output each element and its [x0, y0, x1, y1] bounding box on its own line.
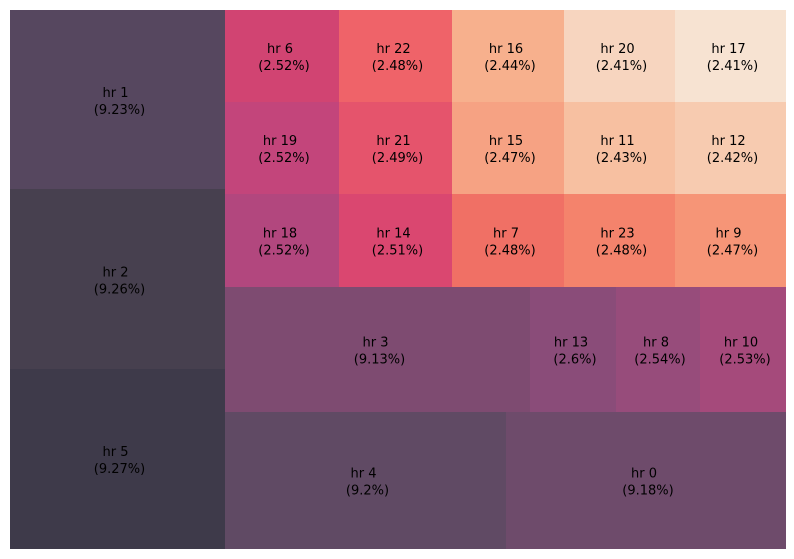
tile-rect-hr-3 [225, 287, 530, 412]
tile-percent-hr-15: (2.47%) [484, 151, 535, 166]
tile-label-hr-11: hr 11 [600, 134, 634, 149]
tile-rect-hr-17 [675, 10, 786, 102]
tile-label-hr-3: hr 3 [363, 336, 389, 351]
tile-hr-8: hr 8 (2.54%) [616, 287, 700, 412]
tile-label-hr-6: hr 6 [267, 42, 293, 57]
tile-rect-hr-23 [564, 194, 675, 287]
tile-rect-hr-14 [339, 194, 452, 287]
tile-rect-hr-15 [452, 102, 564, 194]
tile-label-hr-22: hr 22 [376, 42, 410, 57]
tile-hr-4: hr 4 (9.2%) [225, 412, 506, 549]
tile-rect-hr-18 [225, 194, 339, 287]
tile-rect-hr-21 [339, 102, 452, 194]
tile-percent-hr-22: (2.48%) [372, 59, 423, 74]
tile-percent-hr-17: (2.41%) [707, 59, 758, 74]
tile-hr-14: hr 14 (2.51%) [339, 194, 452, 287]
tile-hr-15: hr 15 (2.47%) [452, 102, 564, 194]
tile-label-hr-18: hr 18 [263, 227, 297, 242]
tile-label-hr-9: hr 9 [716, 227, 742, 242]
tile-hr-21: hr 21 (2.49%) [339, 102, 452, 194]
tile-label-hr-19: hr 19 [263, 134, 297, 149]
tile-hr-23: hr 23 (2.48%) [564, 194, 675, 287]
tile-percent-hr-3: (9.13%) [354, 353, 405, 368]
tile-rect-hr-8 [616, 287, 700, 412]
tile-label-hr-23: hr 23 [600, 227, 634, 242]
tile-hr-5: hr 5 (9.27%) [10, 369, 225, 549]
tile-hr-19: hr 19 (2.52%) [225, 102, 339, 194]
tile-rect-hr-6 [225, 10, 339, 102]
tile-label-hr-12: hr 12 [711, 134, 745, 149]
tile-rect-hr-13 [530, 287, 616, 412]
tile-percent-hr-16: (2.44%) [484, 59, 535, 74]
tile-percent-hr-0: (9.18%) [622, 484, 673, 499]
tile-rect-hr-2 [10, 189, 225, 370]
tile-label-hr-14: hr 14 [376, 227, 410, 242]
tile-percent-hr-8: (2.54%) [634, 353, 685, 368]
tile-percent-hr-11: (2.43%) [596, 151, 647, 166]
tile-percent-hr-23: (2.48%) [596, 244, 647, 259]
tile-rect-hr-12 [675, 102, 786, 194]
tile-hr-16: hr 16 (2.44%) [452, 10, 564, 102]
tile-rect-hr-1 [10, 10, 225, 190]
tile-percent-hr-21: (2.49%) [372, 151, 423, 166]
tile-percent-hr-2: (9.26%) [94, 283, 145, 298]
tile-hr-12: hr 12 (2.42%) [675, 102, 786, 194]
tile-hr-10: hr 10 (2.53%) [700, 287, 786, 412]
tile-percent-hr-14: (2.51%) [372, 244, 423, 259]
tile-percent-hr-13: (2.6%) [553, 353, 596, 368]
tile-hr-1: hr 1 (9.23%) [10, 10, 225, 190]
tile-percent-hr-12: (2.42%) [707, 151, 758, 166]
tile-label-hr-21: hr 21 [376, 134, 410, 149]
tile-label-hr-16: hr 16 [489, 42, 523, 57]
tile-label-hr-8: hr 8 [643, 336, 669, 351]
tile-label-hr-13: hr 13 [554, 336, 588, 351]
tile-percent-hr-9: (2.47%) [707, 244, 758, 259]
tile-label-hr-20: hr 20 [600, 42, 634, 57]
tile-percent-hr-5: (9.27%) [94, 462, 145, 477]
tile-percent-hr-1: (9.23%) [94, 103, 145, 118]
tile-percent-hr-6: (2.52%) [258, 59, 309, 74]
tile-hr-13: hr 13 (2.6%) [530, 287, 616, 412]
tile-rect-hr-11 [564, 102, 675, 194]
tile-percent-hr-4: (9.2%) [346, 484, 389, 499]
tile-rect-hr-0 [506, 412, 786, 549]
tile-rect-hr-20 [564, 10, 675, 102]
tile-label-hr-0: hr 0 [631, 467, 657, 482]
tile-rect-hr-5 [10, 369, 225, 549]
tile-percent-hr-10: (2.53%) [719, 353, 770, 368]
tile-rect-hr-9 [675, 194, 786, 287]
tile-hr-0: hr 0 (9.18%) [506, 412, 786, 549]
tile-percent-hr-19: (2.52%) [258, 151, 309, 166]
tile-label-hr-17: hr 17 [711, 42, 745, 57]
tile-hr-17: hr 17 (2.41%) [675, 10, 786, 102]
tile-label-hr-10: hr 10 [724, 336, 758, 351]
tile-label-hr-15: hr 15 [489, 134, 523, 149]
tile-hr-11: hr 11 (2.43%) [564, 102, 675, 194]
tile-hr-3: hr 3 (9.13%) [225, 287, 530, 412]
tile-hr-18: hr 18 (2.52%) [225, 194, 339, 287]
tile-percent-hr-20: (2.41%) [596, 59, 647, 74]
tile-hr-9: hr 9 (2.47%) [675, 194, 786, 287]
tile-percent-hr-7: (2.48%) [484, 244, 535, 259]
tile-hr-22: hr 22 (2.48%) [339, 10, 452, 102]
tile-percent-hr-18: (2.52%) [258, 244, 309, 259]
tile-rect-hr-16 [452, 10, 564, 102]
tile-label-hr-5: hr 5 [103, 445, 129, 460]
tile-label-hr-2: hr 2 [103, 266, 129, 281]
tile-rect-hr-22 [339, 10, 452, 102]
tile-rect-hr-19 [225, 102, 339, 194]
tile-hr-7: hr 7 (2.48%) [452, 194, 564, 287]
tile-hr-2: hr 2 (9.26%) [10, 189, 225, 370]
tile-label-hr-4: hr 4 [351, 467, 377, 482]
tile-hr-20: hr 20 (2.41%) [564, 10, 675, 102]
tile-label-hr-1: hr 1 [103, 86, 129, 101]
tile-rect-hr-4 [225, 412, 506, 549]
tile-rect-hr-10 [700, 287, 786, 412]
tile-hr-6: hr 6 (2.52%) [225, 10, 339, 102]
tile-label-hr-7: hr 7 [493, 227, 519, 242]
tile-rect-hr-7 [452, 194, 564, 287]
